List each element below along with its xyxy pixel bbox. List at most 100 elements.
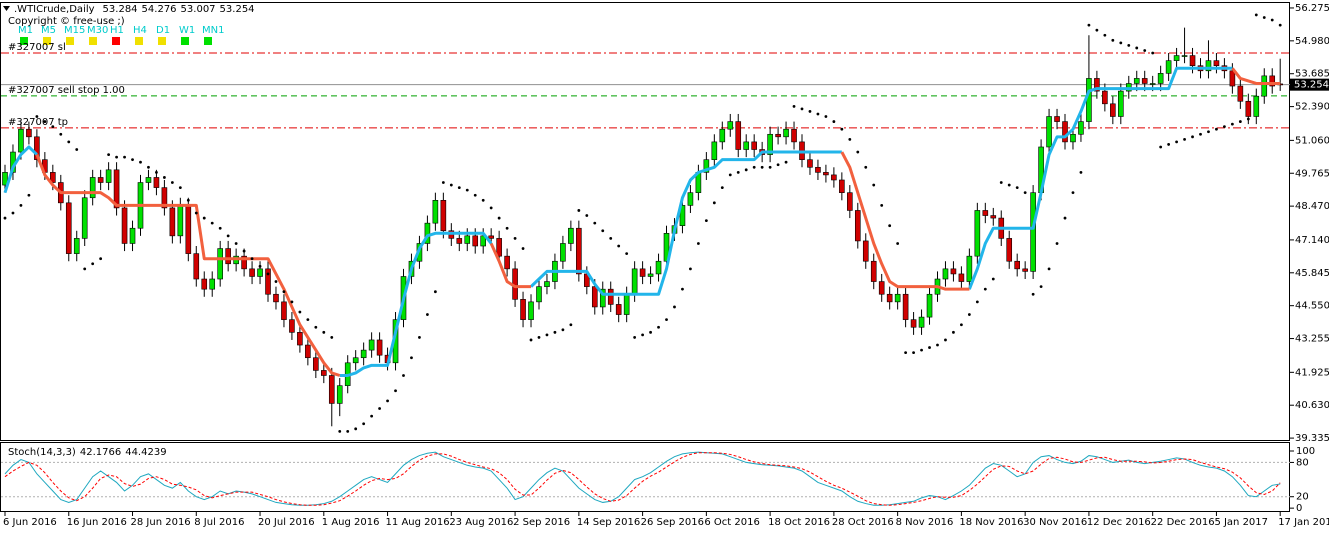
candle-body [209, 278, 216, 290]
candle-body [456, 238, 463, 244]
candle-body [73, 238, 80, 254]
sar-dot [370, 414, 374, 418]
sar-dot [449, 183, 453, 187]
sar-dot [768, 165, 772, 169]
candle-body [145, 177, 152, 183]
sar-dot [59, 132, 63, 136]
sar-dot [282, 290, 286, 294]
x-tick-label: 8 Jul 2016 [194, 517, 244, 528]
candle-body [185, 205, 192, 254]
sar-dot [1127, 44, 1131, 47]
sar-dot [1015, 186, 1019, 190]
sar-dot [1207, 130, 1210, 134]
timeframe-label: H4 [133, 25, 147, 36]
sar-dot [824, 115, 828, 118]
x-tick-label: 20 Jul 2016 [258, 517, 315, 528]
y-tick-label: 51.060 [1295, 135, 1329, 146]
sar-dot [816, 112, 820, 116]
sar-dot [952, 330, 955, 334]
sar-dot [975, 300, 979, 304]
candle-body [432, 199, 439, 224]
candle-body [591, 286, 598, 308]
sar-dot [426, 313, 429, 316]
candle-body [352, 357, 359, 364]
sar-dot [489, 206, 493, 210]
candle-body [743, 141, 750, 150]
timeframe-status [20, 37, 28, 45]
menu-triangle[interactable] [3, 6, 10, 11]
candle-body [1165, 60, 1172, 74]
sar-dot [1270, 18, 1274, 22]
candle-body [918, 316, 925, 328]
sar-dot [912, 351, 915, 355]
candle-body [902, 293, 909, 320]
candle-body [1253, 95, 1260, 117]
candle-body [50, 172, 56, 183]
sar-dot [944, 338, 947, 342]
candle-body [273, 293, 279, 303]
stoch-signal-value: 44.4239 [125, 447, 166, 458]
trend-line [840, 151, 970, 291]
sar-dot [808, 110, 812, 113]
sar-dot [322, 330, 326, 334]
candle-body [735, 121, 742, 150]
sar-dot [848, 137, 852, 141]
y-tick-label: 53.685 [1295, 69, 1329, 80]
timeframe-label: MN1 [202, 25, 224, 36]
y-tick-label: 54.980 [1295, 36, 1329, 47]
sar-dot [131, 158, 134, 162]
stoch-main-line [4, 451, 1281, 506]
x-tick-label: 5 Jan 2017 [1214, 517, 1268, 528]
candle-body [297, 332, 303, 346]
trend-line [529, 150, 842, 296]
sar-dot [170, 181, 174, 184]
candle-body [679, 205, 686, 226]
candle-body [1261, 75, 1268, 97]
x-tick-label: 6 Oct 2016 [704, 517, 759, 528]
candle-body [687, 192, 694, 206]
main-panel-frame [0, 2, 1290, 441]
candle-body [878, 281, 885, 295]
sar-dot [593, 221, 597, 225]
sar-dot [832, 120, 836, 123]
candle-body [1269, 75, 1276, 87]
sar-dot [75, 148, 79, 151]
sar-dot [728, 173, 732, 177]
sar-dot [481, 198, 485, 202]
stoch-y-tick-label: 80 [1296, 457, 1309, 468]
sar-dot [880, 203, 884, 207]
candle-body [1245, 100, 1252, 117]
sar-dot [513, 236, 517, 240]
y-tick-label: 52.390 [1295, 102, 1329, 113]
sar-dot [712, 201, 716, 205]
candle-body [1006, 238, 1013, 262]
sar-dot [1111, 38, 1115, 42]
x-tick-label: 23 Aug 2016 [449, 517, 513, 528]
candle-body [2, 172, 8, 186]
candle-body [368, 339, 375, 351]
sar-dot [1199, 132, 1202, 136]
candle-body [305, 344, 311, 359]
sar-dot [1095, 28, 1099, 32]
sar-dot [920, 348, 923, 352]
candle-body [34, 136, 40, 160]
candle-body [910, 319, 917, 328]
candle-body [313, 357, 319, 371]
sar-dot [936, 343, 939, 347]
candle-body [265, 268, 271, 295]
sar-dot [202, 216, 206, 220]
candle-body [1157, 73, 1164, 84]
candle-body [1237, 85, 1244, 102]
candle-body [177, 205, 184, 237]
candle-body [201, 278, 208, 290]
sar-dot [433, 290, 437, 294]
sar-dot [418, 336, 421, 339]
sar-dot [314, 325, 318, 329]
sar-dot [402, 374, 405, 377]
sar-dot [290, 300, 294, 304]
sar-dot [67, 140, 71, 144]
stoch-panel-frame [0, 442, 1290, 512]
x-tick-label: 18 Oct 2016 [768, 517, 830, 528]
candle-body [568, 227, 574, 244]
